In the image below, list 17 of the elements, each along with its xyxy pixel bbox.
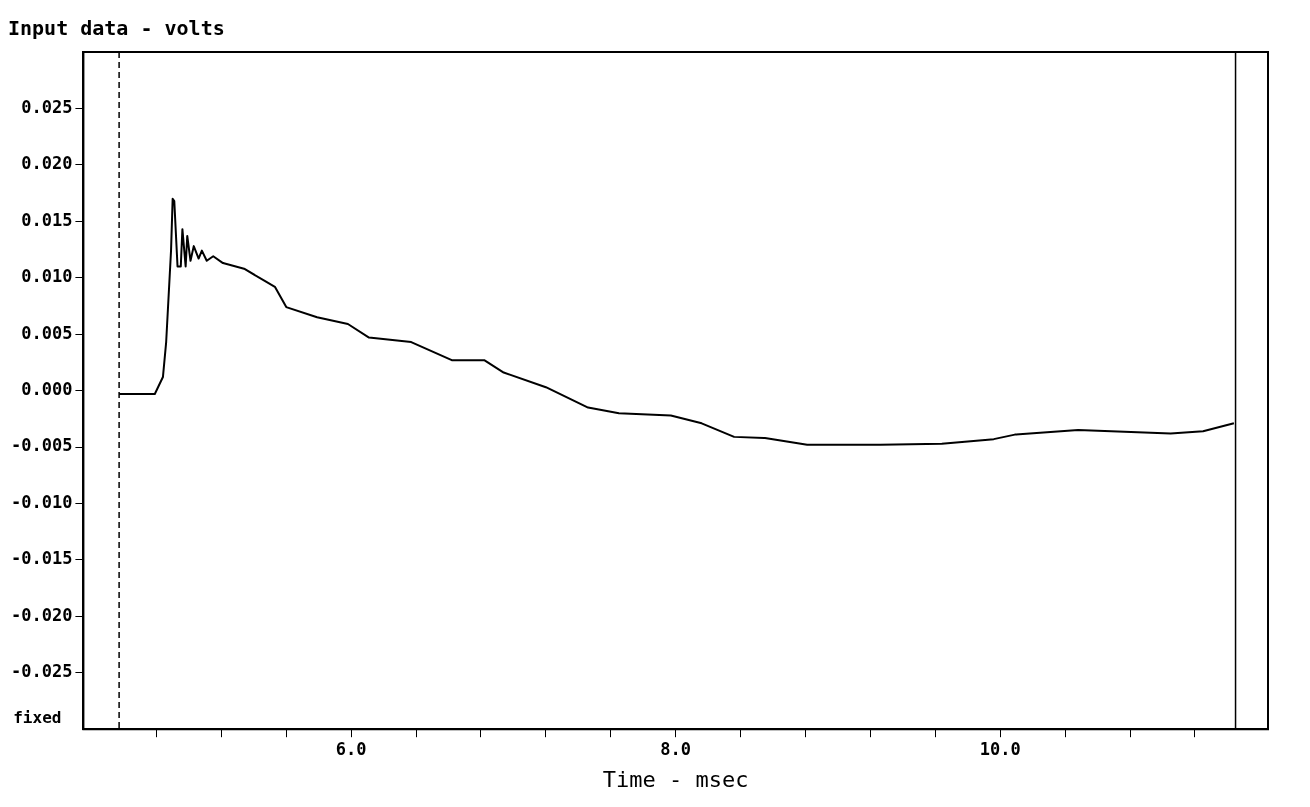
y-tick-label: -0.020 bbox=[10, 604, 73, 625]
x-tick-label: 10.0 bbox=[979, 738, 1021, 759]
x-axis-title: Time - msec bbox=[602, 766, 749, 792]
y-tick-label: 0.000 bbox=[21, 379, 73, 400]
y-tick-label: 0.025 bbox=[21, 96, 73, 117]
x-tick-label: 8.0 bbox=[660, 738, 692, 759]
y-tick-label: 0.010 bbox=[21, 266, 73, 287]
y-tick-label: 0.020 bbox=[21, 153, 73, 174]
y-tick-label: 0.005 bbox=[21, 322, 73, 343]
y-tick-label: -0.010 bbox=[10, 491, 73, 512]
text: fixed bbox=[13, 708, 62, 728]
chart-title: Input data - volts bbox=[8, 16, 225, 41]
y-tick-label: 0.015 bbox=[21, 209, 73, 230]
y-tick-label: -0.005 bbox=[10, 435, 73, 456]
y-tick-label: -0.025 bbox=[10, 661, 73, 682]
y-tick-label: -0.015 bbox=[10, 548, 73, 569]
x-tick-label: 6.0 bbox=[335, 738, 367, 759]
